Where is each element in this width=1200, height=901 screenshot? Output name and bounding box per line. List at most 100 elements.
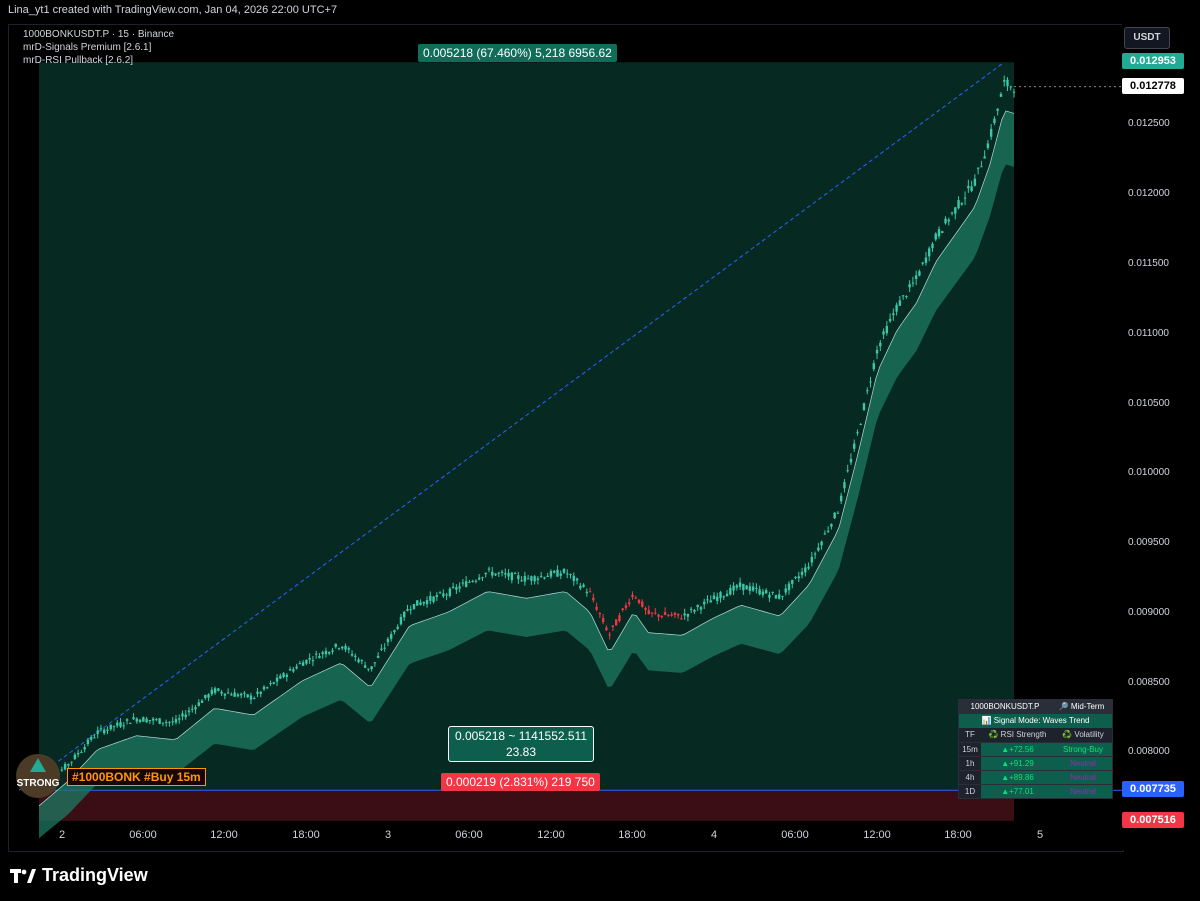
candle xyxy=(210,689,214,695)
candle xyxy=(1003,80,1006,82)
candle xyxy=(660,616,664,618)
candle xyxy=(500,571,504,573)
candle xyxy=(696,605,699,608)
candle xyxy=(256,691,259,694)
candle xyxy=(204,694,207,699)
table-row: 15m ▲+72.56 Strong-Buy xyxy=(959,742,1112,756)
candle xyxy=(112,725,116,727)
table-cell-vol: Neutral xyxy=(1054,784,1112,798)
candle xyxy=(618,615,621,622)
candle xyxy=(86,739,90,745)
candle xyxy=(807,566,810,569)
candle xyxy=(360,660,364,662)
candle xyxy=(422,601,425,604)
candle xyxy=(396,626,399,629)
candle xyxy=(106,729,109,731)
candle xyxy=(448,588,452,596)
candle xyxy=(843,482,846,489)
candle xyxy=(546,575,549,577)
candle xyxy=(70,761,73,763)
candle xyxy=(161,722,165,724)
candle xyxy=(282,673,285,678)
axis-unit-selector[interactable]: USDT xyxy=(1124,27,1170,49)
x-tick-label: 06:00 xyxy=(781,829,809,841)
candle xyxy=(539,575,543,577)
candle xyxy=(425,600,429,605)
strong-badge-text: STRONG xyxy=(16,778,60,789)
candle xyxy=(853,443,856,449)
candle xyxy=(647,610,650,615)
candle xyxy=(504,573,507,575)
price-chart-plot[interactable] xyxy=(9,25,1123,851)
range-label-line2: 23.83 xyxy=(506,745,537,759)
table-title: 1000BONKUSDT.P xyxy=(970,702,1040,711)
table-header-rsi: ♻️ RSI Strength xyxy=(988,730,1047,739)
candle xyxy=(412,604,416,609)
candle xyxy=(350,654,354,656)
position-range-label[interactable]: 0.005218 ~ 1141552.511 23.83 xyxy=(448,726,595,762)
take-profit-label: 0.005218 (67.460%) 5,218 6956.62 xyxy=(418,44,617,62)
candle xyxy=(63,763,67,770)
table-cell-vol: Neutral xyxy=(1054,756,1112,770)
candle xyxy=(742,583,745,591)
candle xyxy=(683,613,686,616)
candle xyxy=(729,588,732,595)
table-cell-vol: Neutral xyxy=(1054,770,1112,784)
x-tick-label: 3 xyxy=(384,829,392,841)
candle xyxy=(670,614,673,616)
table-cell-rsi: ▲+72.56 xyxy=(981,742,1054,756)
candle xyxy=(376,655,380,658)
buy-signal-tag: #1000BONK #Buy 15m xyxy=(67,768,206,786)
candle xyxy=(839,495,843,502)
legend-indicator-rsi[interactable]: mrD-RSI Pullback [2.6.2] xyxy=(23,55,134,66)
table-cell-rsi: ▲+77.01 xyxy=(981,784,1054,798)
candle xyxy=(928,248,931,257)
y-tick-label: 0.009000 xyxy=(1128,606,1170,618)
candle xyxy=(592,597,595,601)
candle xyxy=(89,737,93,740)
candle xyxy=(67,764,70,766)
candle xyxy=(148,720,152,722)
candle xyxy=(722,596,725,598)
candle xyxy=(748,586,752,591)
table-row: 4h ▲+89.86 Neutral xyxy=(959,770,1112,784)
candle xyxy=(761,591,765,595)
candle xyxy=(129,722,132,724)
chart-pane[interactable]: 1000BONKUSDT.P · 15 · Binance mrD-Signal… xyxy=(8,24,1124,852)
legend-indicator-signals[interactable]: mrD-Signals Premium [2.6.1] xyxy=(23,42,152,53)
candle xyxy=(213,688,217,693)
candle xyxy=(862,403,866,410)
x-tick-label: 12:00 xyxy=(863,829,891,841)
candle xyxy=(976,167,980,169)
candle xyxy=(784,588,787,593)
tradingview-brand: TradingView xyxy=(42,865,148,885)
candle xyxy=(233,692,236,697)
candle xyxy=(536,578,540,580)
x-tick-label: 12:00 xyxy=(537,829,565,841)
candle xyxy=(109,724,112,730)
candle xyxy=(911,282,915,284)
legend-symbol[interactable]: 1000BONKUSDT.P · 15 · Binance xyxy=(23,29,175,40)
candle xyxy=(259,691,262,694)
y-tick-label: 0.012000 xyxy=(1128,188,1170,200)
candle xyxy=(135,718,139,722)
table-cell-vol: Strong-Buy xyxy=(1054,742,1112,756)
candle xyxy=(637,599,641,604)
candle xyxy=(279,675,282,679)
candle xyxy=(689,608,693,610)
candle xyxy=(393,630,396,633)
price-axis[interactable] xyxy=(1122,24,1192,850)
candle xyxy=(941,231,944,233)
candle xyxy=(624,605,628,608)
candle xyxy=(582,584,585,587)
candle xyxy=(654,612,657,614)
candle xyxy=(719,592,722,599)
candle xyxy=(866,390,869,392)
candle xyxy=(142,717,145,722)
candle xyxy=(158,718,161,724)
candle xyxy=(556,569,559,577)
candle xyxy=(164,722,168,724)
candle xyxy=(924,257,928,263)
candle xyxy=(262,686,266,690)
